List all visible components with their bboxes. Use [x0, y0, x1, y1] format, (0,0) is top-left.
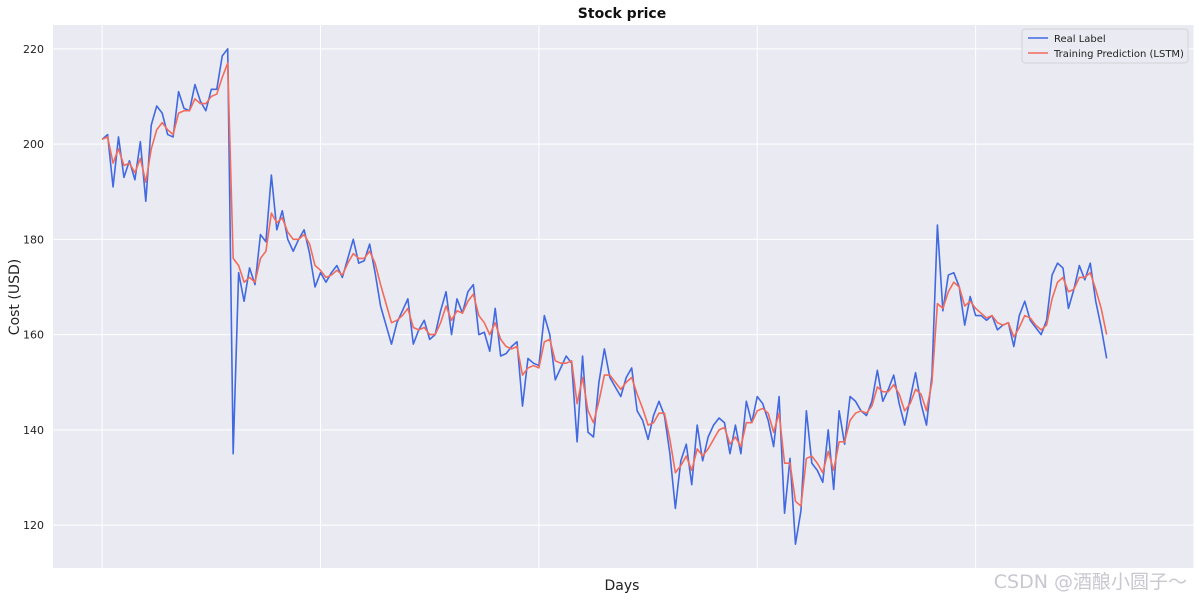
y-tick-label: 220 — [23, 43, 44, 56]
y-tick-label: 200 — [23, 138, 44, 151]
y-tick-label: 140 — [23, 424, 44, 437]
watermark: CSDN @酒酿小圆子～ — [993, 571, 1187, 593]
y-axis-label: Cost (USD) — [7, 259, 23, 335]
y-tick-label: 120 — [23, 519, 44, 532]
legend-box — [1021, 28, 1189, 64]
legend: Real Label Training Prediction (LSTM) — [1021, 28, 1189, 64]
chart-title: Stock price — [578, 6, 666, 22]
plot-background — [53, 25, 1194, 568]
grid — [53, 25, 1195, 568]
y-tick-label: 180 — [23, 233, 44, 246]
legend-label: Training Prediction (LSTM) — [1053, 49, 1184, 60]
y-tick-labels: 120 140 160 180 200 220 — [23, 43, 44, 532]
series-lines — [101, 48, 1108, 545]
y-tick-label: 160 — [23, 329, 44, 342]
series-line-real-label — [101, 48, 1108, 545]
series-line-training-prediction — [101, 62, 1108, 507]
legend-label: Real Label — [1054, 34, 1106, 45]
x-axis-label: Days — [605, 578, 640, 594]
